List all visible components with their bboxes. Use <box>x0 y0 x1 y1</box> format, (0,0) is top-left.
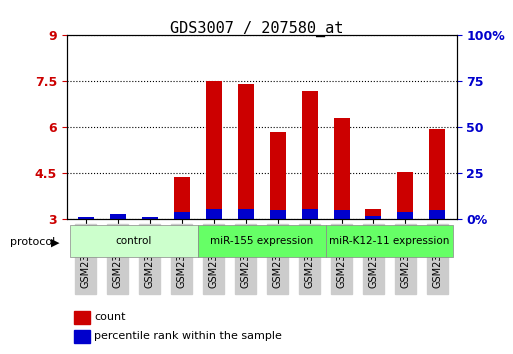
Bar <box>238 85 253 219</box>
Text: percentile rank within the sample: percentile rank within the sample <box>94 331 282 341</box>
Bar <box>270 132 286 219</box>
Bar <box>365 209 382 219</box>
Text: count: count <box>94 312 126 322</box>
Bar <box>142 218 158 219</box>
Bar <box>142 217 158 219</box>
Bar <box>302 209 318 219</box>
Bar <box>74 311 90 324</box>
Bar <box>206 209 222 219</box>
FancyBboxPatch shape <box>70 225 198 257</box>
Text: control: control <box>115 236 152 246</box>
Text: ▶: ▶ <box>51 238 60 247</box>
Bar <box>365 216 382 219</box>
FancyBboxPatch shape <box>326 225 453 257</box>
Bar <box>78 218 94 219</box>
Bar <box>270 210 286 219</box>
Bar <box>429 129 445 219</box>
Bar <box>206 81 222 219</box>
Bar <box>429 210 445 219</box>
Bar <box>398 172 413 219</box>
Text: miR-155 expression: miR-155 expression <box>210 236 313 246</box>
Bar <box>302 91 318 219</box>
Bar <box>333 118 349 219</box>
Bar <box>238 209 253 219</box>
Bar <box>398 212 413 219</box>
Bar <box>110 215 126 219</box>
Text: miR-K12-11 expression: miR-K12-11 expression <box>329 236 450 246</box>
Text: GDS3007 / 207580_at: GDS3007 / 207580_at <box>170 21 343 38</box>
Bar <box>78 217 94 219</box>
Bar <box>110 214 126 219</box>
Bar <box>333 210 349 219</box>
Bar <box>174 177 190 219</box>
FancyBboxPatch shape <box>198 225 326 257</box>
Bar <box>174 212 190 219</box>
Bar <box>74 330 90 343</box>
Text: protocol: protocol <box>10 238 55 247</box>
